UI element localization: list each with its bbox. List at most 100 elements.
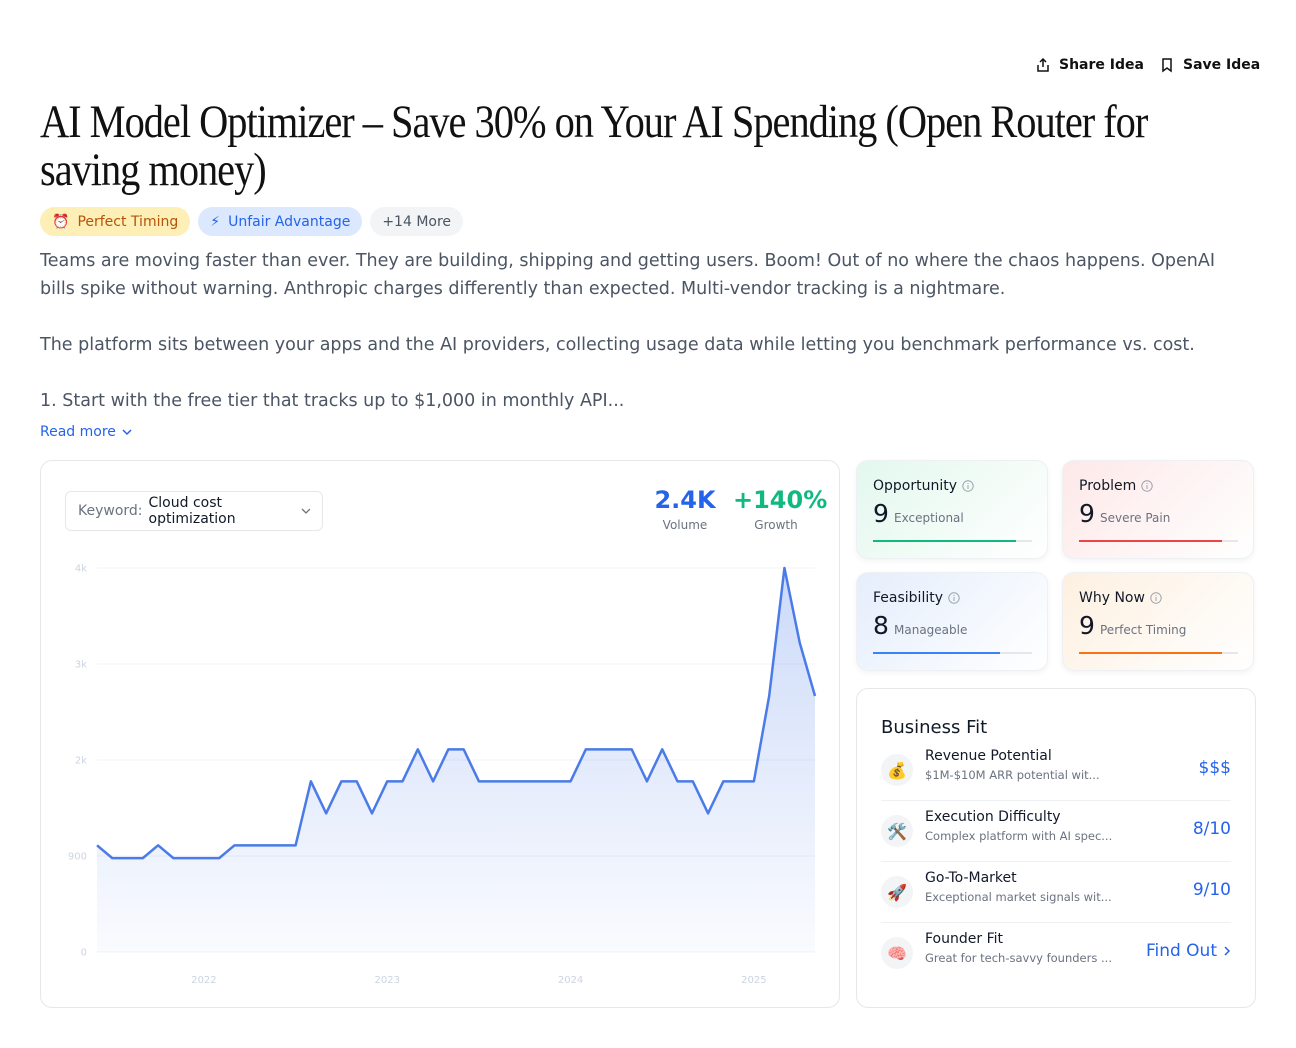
business-fit-row: 🛠️ Execution Difficulty Complex platform… bbox=[881, 801, 1231, 862]
info-icon bbox=[1150, 592, 1162, 604]
chart: 0 900 2k 3k 4k 2022 2023 2024 2025 bbox=[68, 564, 817, 986]
score-label: Manageable bbox=[894, 623, 968, 637]
row-value: $$$ bbox=[1198, 758, 1231, 778]
business-fit-row: 🧠 Founder Fit Great for tech-savvy found… bbox=[881, 923, 1231, 984]
business-fit-title: Business Fit bbox=[881, 717, 988, 738]
save-label: Save Idea bbox=[1183, 57, 1261, 73]
score-bar bbox=[1079, 652, 1223, 654]
row-value: Find Out bbox=[1145, 941, 1217, 961]
score-card: Problem 9 Severe Pain bbox=[1062, 460, 1254, 559]
save-button[interactable]: Save Idea bbox=[1159, 57, 1260, 73]
score-card: Why Now 9 Perfect Timing bbox=[1062, 572, 1254, 671]
row-value-wrap: 8/10 bbox=[1193, 819, 1231, 839]
keyword-label: Keyword: bbox=[78, 503, 143, 519]
x-tick-label: 2025 bbox=[741, 975, 766, 986]
tag[interactable]: ⚡ Unfair Advantage bbox=[198, 207, 363, 236]
share-icon bbox=[1037, 57, 1049, 72]
business-fit-card: Business Fit 💰 Revenue Potential $1M-$10… bbox=[856, 688, 1256, 1008]
row-name: Go-To-Market bbox=[925, 870, 1017, 886]
description: Teams are moving faster than ever. They … bbox=[40, 247, 1240, 443]
read-more-label: Read more bbox=[40, 424, 116, 440]
tag-label: Perfect Timing bbox=[77, 213, 179, 230]
keyword-select[interactable]: Keyword: Cloud cost optimization bbox=[65, 491, 323, 531]
row-icon: 🧠 bbox=[881, 937, 913, 969]
score-track bbox=[873, 652, 1032, 654]
paragraph: 1. Start with the free tier that tracks … bbox=[40, 391, 625, 411]
score-name-row: Problem bbox=[1079, 478, 1153, 494]
chevron bbox=[301, 508, 310, 514]
score-bar bbox=[873, 540, 1017, 542]
stat-value: 2.4K bbox=[654, 486, 716, 514]
score-label: Severe Pain bbox=[1100, 511, 1171, 525]
tag-label: +14 More bbox=[382, 213, 452, 230]
row-value: 9/10 bbox=[1192, 880, 1231, 900]
score-name: Feasibility bbox=[873, 590, 943, 606]
score-value: 8 bbox=[873, 611, 889, 640]
row-value-wrap: 9/10 bbox=[1193, 880, 1231, 900]
row-icon: 🚀 bbox=[881, 876, 913, 908]
stat-label: Volume bbox=[662, 518, 708, 532]
score-value: 9 bbox=[873, 499, 889, 528]
read-more[interactable]: Read more bbox=[40, 424, 132, 440]
score-name-row: Why Now bbox=[1079, 590, 1162, 606]
tag-icon: ⚡ bbox=[210, 213, 221, 230]
stat-volume: 2.4K Volume bbox=[650, 486, 720, 532]
score-name: Opportunity bbox=[873, 478, 958, 494]
score-track bbox=[1079, 652, 1238, 654]
business-fit-row: 💰 Revenue Potential $1M-$10M ARR potenti… bbox=[881, 740, 1231, 801]
info-icon bbox=[962, 480, 974, 492]
score-value: 9 bbox=[1079, 611, 1095, 640]
share-button[interactable]: Share Idea bbox=[1035, 57, 1144, 73]
score-name-row: Feasibility bbox=[873, 590, 960, 606]
score-name: Why Now bbox=[1079, 590, 1145, 606]
y-tick-label: 3k bbox=[75, 660, 87, 671]
tag-icon: ⏰ bbox=[52, 213, 70, 230]
tags: ⏰ Perfect Timing ⚡ Unfair Advantage +14 Mo… bbox=[40, 207, 464, 236]
area bbox=[97, 568, 815, 952]
y-tick-label: 4k bbox=[75, 564, 87, 575]
share-label: Share Idea bbox=[1059, 57, 1144, 73]
row-name: Execution Difficulty bbox=[925, 809, 1061, 825]
paragraph: Teams are moving faster than ever. They … bbox=[40, 251, 1215, 299]
info-icon bbox=[948, 592, 960, 604]
score-card: Opportunity 9 Exceptional bbox=[856, 460, 1048, 559]
row-icon: 🛠️ bbox=[881, 815, 913, 847]
info-icon bbox=[1141, 480, 1153, 492]
score-value: 9 bbox=[1079, 499, 1095, 528]
y-tick-label: 0 bbox=[81, 948, 87, 959]
score-track bbox=[1079, 540, 1238, 542]
score-track bbox=[873, 540, 1032, 542]
paragraph: The platform sits between your apps and … bbox=[40, 335, 1195, 355]
row-desc: Exceptional market signals wit... bbox=[925, 890, 1112, 904]
score-bar bbox=[873, 652, 1001, 654]
y-tick-label: 2k bbox=[75, 756, 87, 767]
x-tick-label: 2022 bbox=[191, 975, 216, 986]
score-label: Perfect Timing bbox=[1100, 623, 1187, 637]
tag[interactable]: +14 More bbox=[370, 207, 464, 236]
row-value-wrap: $$$ bbox=[1199, 758, 1231, 778]
score-label: Exceptional bbox=[894, 511, 964, 525]
row-desc: Great for tech-savvy founders ... bbox=[925, 951, 1112, 965]
row-icon: 💰 bbox=[881, 754, 913, 786]
stat-growth: +140% Growth bbox=[733, 486, 827, 532]
chevron bbox=[1224, 946, 1231, 956]
row-value-wrap[interactable]: Find Out bbox=[1146, 941, 1231, 961]
score-name-row: Opportunity bbox=[873, 478, 974, 494]
row-desc: Complex platform with AI spec... bbox=[925, 829, 1113, 843]
row-name: Founder Fit bbox=[925, 931, 1003, 947]
save-icon bbox=[1162, 58, 1172, 73]
y-tick-label: 900 bbox=[68, 852, 87, 863]
score-name: Problem bbox=[1079, 478, 1137, 494]
tag[interactable]: ⏰ Perfect Timing bbox=[40, 207, 191, 236]
row-name: Revenue Potential bbox=[925, 748, 1052, 764]
x-tick-label: 2024 bbox=[558, 975, 583, 986]
keyword-value: Cloud cost optimization bbox=[148, 495, 236, 527]
line bbox=[96, 566, 817, 860]
row-value: 8/10 bbox=[1192, 819, 1231, 839]
score-bar bbox=[1079, 540, 1223, 542]
business-fit-row: 🚀 Go-To-Market Exceptional market signal… bbox=[881, 862, 1231, 923]
chevron bbox=[122, 429, 132, 436]
score-card: Feasibility 8 Manageable bbox=[856, 572, 1048, 671]
x-tick-label: 2023 bbox=[375, 975, 400, 986]
